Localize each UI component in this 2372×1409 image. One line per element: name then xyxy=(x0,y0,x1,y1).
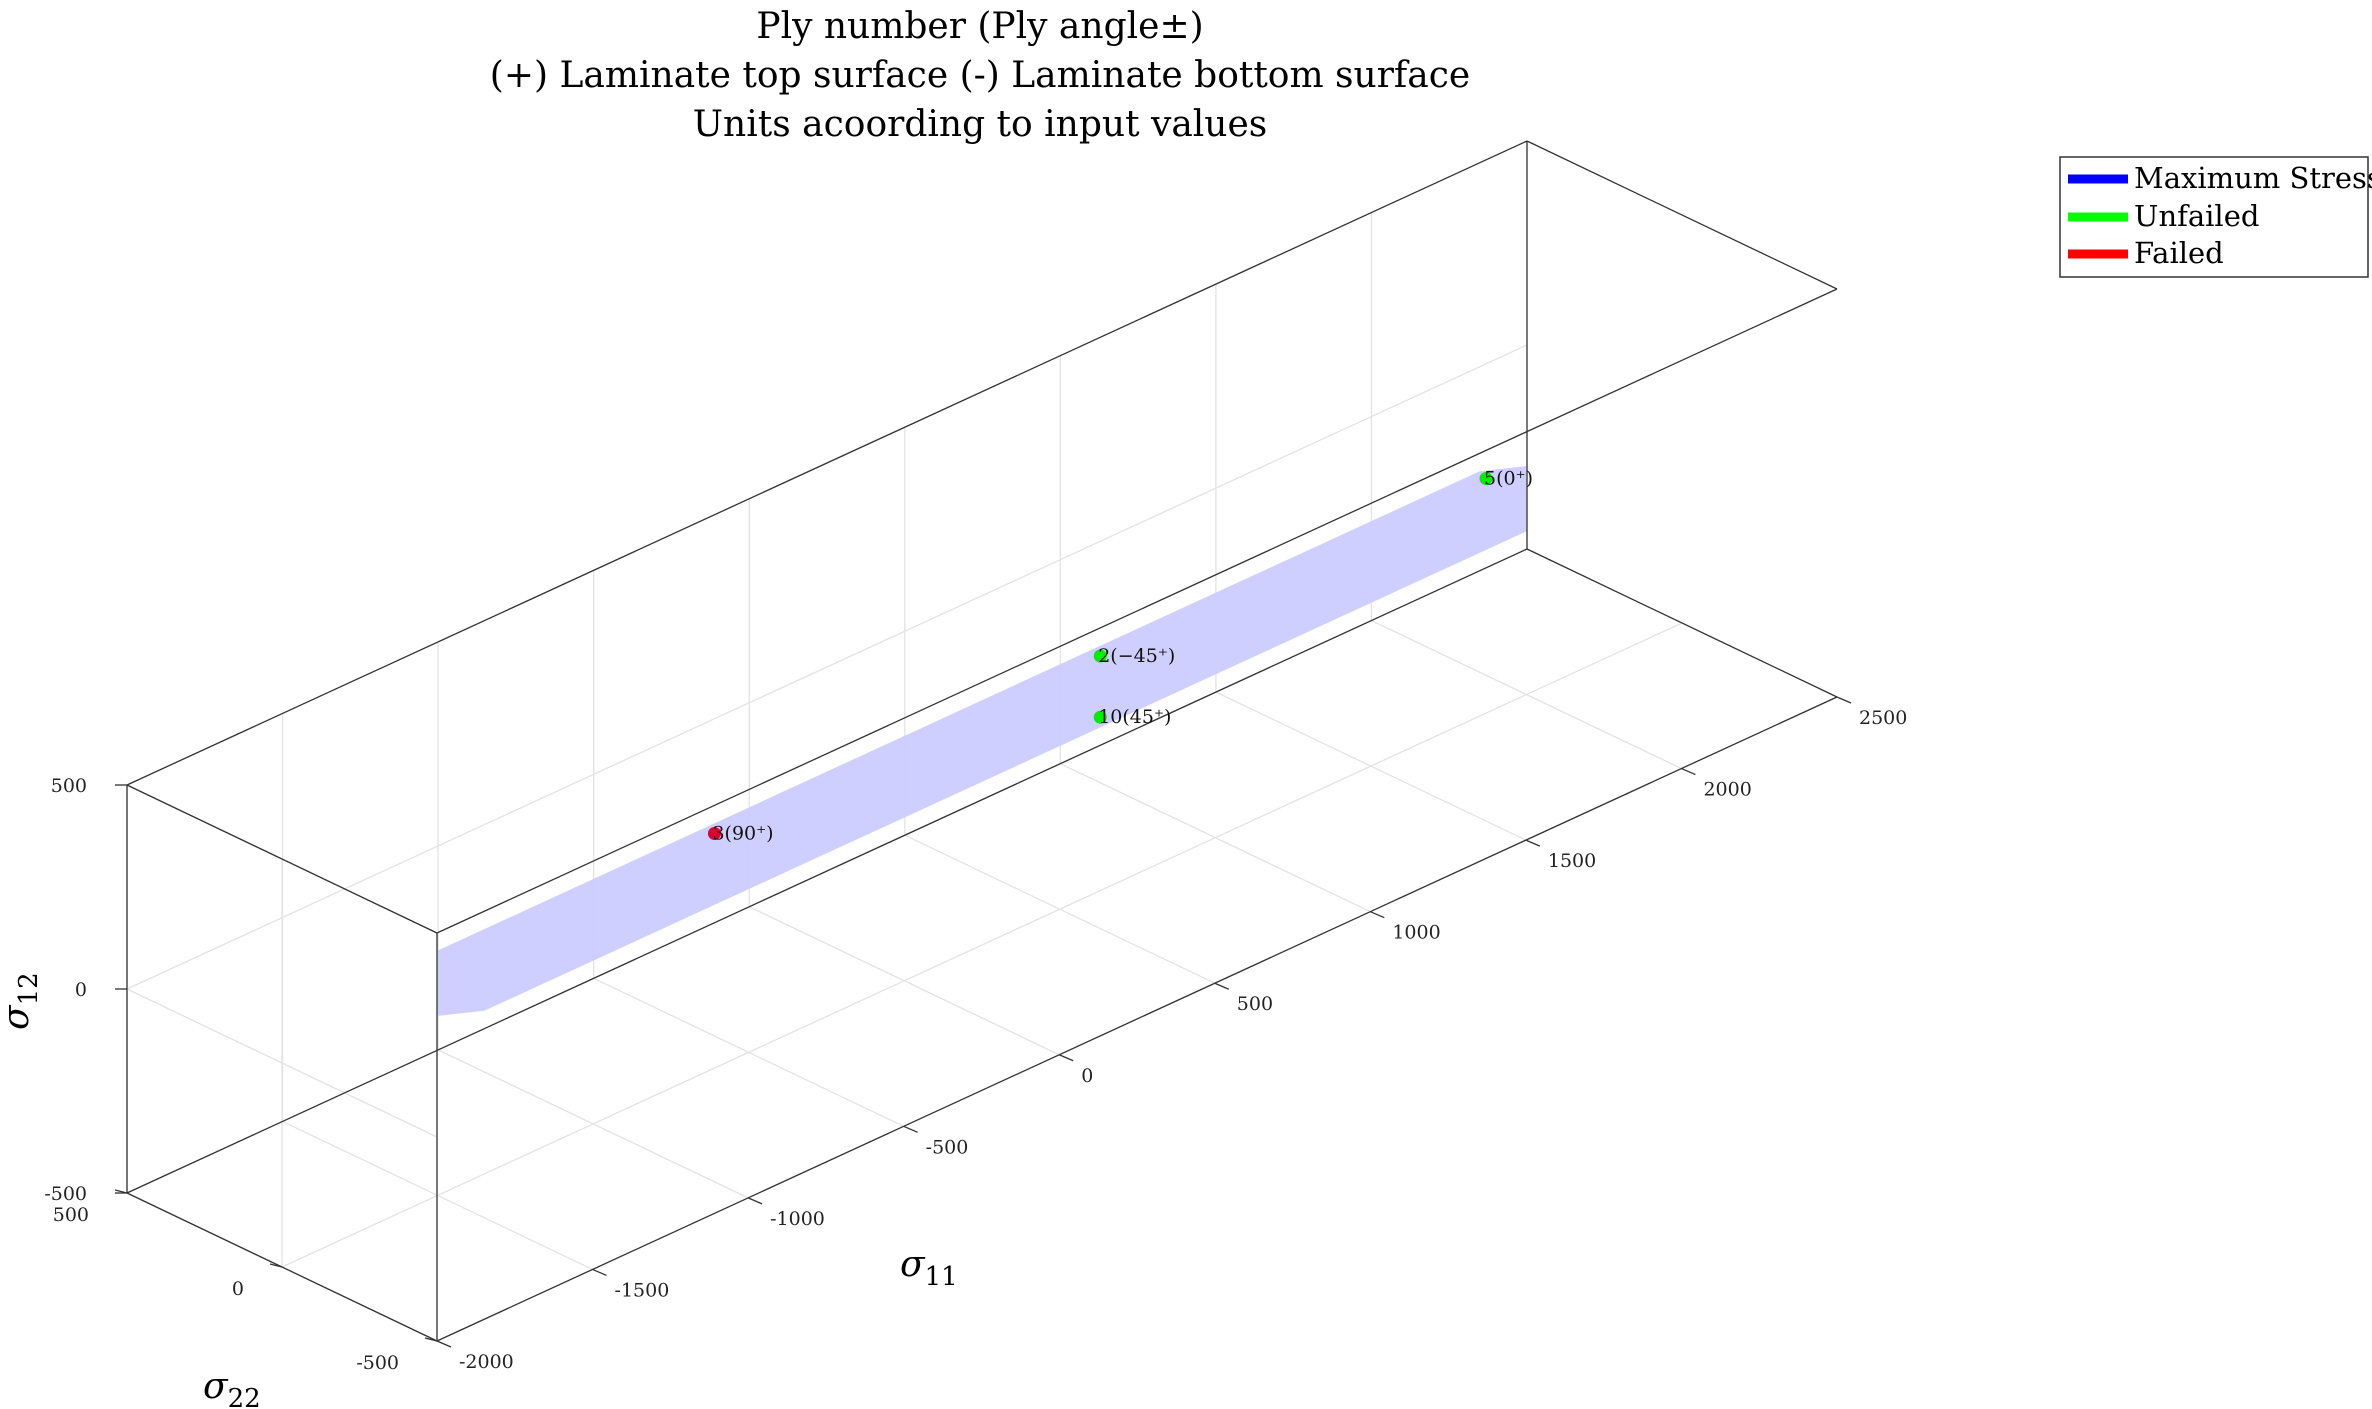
z-tick-label: 500 xyxy=(51,775,87,797)
x-tick-label: -2000 xyxy=(459,1351,514,1373)
gridline-z-back xyxy=(126,344,1528,990)
data-point-label: 5(0⁺) xyxy=(1484,468,1533,490)
legend-label-failed: Failed xyxy=(2134,236,2224,270)
x-tick-label: 0 xyxy=(1081,1065,1093,1087)
y-tick-label: 500 xyxy=(53,1204,89,1226)
failure-envelope-surface xyxy=(437,466,1527,1016)
z-tick-label: 0 xyxy=(75,979,87,1001)
legend-label-unfailed: Unfailed xyxy=(2134,199,2259,233)
title-line-3: Units acoording to input values xyxy=(693,104,1268,145)
data-point-failed xyxy=(707,826,721,840)
maximum-stress-envelope xyxy=(437,466,1527,1016)
x-tick-label: -1500 xyxy=(615,1279,670,1301)
x-tick-mark xyxy=(436,1340,452,1348)
x-tick-mark xyxy=(1214,982,1230,990)
z-tick-label: -500 xyxy=(44,1183,87,1205)
x-tick-mark xyxy=(903,1125,918,1133)
data-points: 3(90⁺) 2(−45⁺) 10(45⁺) 5(0⁺) xyxy=(707,468,1533,844)
x-tick-mark xyxy=(592,1268,607,1277)
x-tick-mark xyxy=(1370,911,1385,919)
title-line-2: (+) Laminate top surface (-) Laminate bo… xyxy=(490,55,1470,96)
x-tick-label: 2000 xyxy=(1703,779,1751,801)
tick-labels: -2000 -1500 -1000 -500 0 500 1000 1500 2000 2500 -… xyxy=(44,696,1907,1374)
x-tick-label: -1000 xyxy=(770,1208,825,1230)
y-tick-mark xyxy=(269,1263,283,1268)
legend[interactable]: Maximum Stress Unfailed Failed xyxy=(2059,156,2372,278)
axis-labels: σ11 σ22 σ12 xyxy=(0,972,958,1409)
x-tick-label: 2500 xyxy=(1859,707,1907,729)
x-tick-mark xyxy=(1681,767,1696,776)
axis-edge xyxy=(126,140,1528,786)
x-axis-label: σ11 xyxy=(900,1244,958,1292)
axis-edge xyxy=(1526,548,1838,698)
axis-edge xyxy=(1526,140,1838,290)
x-tick-label: 500 xyxy=(1237,993,1273,1015)
data-point-unfailed xyxy=(1479,472,1493,486)
chart-title: Ply number (Ply angle±) (+) Laminate top… xyxy=(490,6,1470,145)
axis-edge xyxy=(436,288,1838,934)
title-line-1: Ply number (Ply angle±) xyxy=(756,6,1203,47)
gridline-y-floor xyxy=(281,622,1683,1268)
z-axis-label: σ12 xyxy=(0,972,44,1030)
x-tick-label: 1500 xyxy=(1548,850,1596,872)
x-tick-label: -500 xyxy=(926,1136,969,1158)
y-axis-label: σ22 xyxy=(203,1366,261,1409)
data-point-unfailed xyxy=(1093,649,1107,663)
gridline-z-side xyxy=(126,988,438,1138)
data-point-label: 10(45⁺) xyxy=(1098,706,1171,728)
data-point-label: 3(90⁺) xyxy=(712,822,773,844)
x-tick-mark xyxy=(1058,1054,1074,1062)
data-point-unfailed xyxy=(1093,710,1107,724)
y-tick-label: -500 xyxy=(356,1352,399,1374)
y-tick-label: 0 xyxy=(232,1278,244,1300)
axis-edge xyxy=(436,696,1838,1342)
x-tick-mark xyxy=(1836,696,1852,704)
data-point-label: 2(−45⁺) xyxy=(1098,645,1175,667)
x-tick-mark xyxy=(1525,839,1541,847)
y-tick-mark xyxy=(424,1337,438,1342)
legend-label-maximum-stress: Maximum Stress xyxy=(2134,161,2372,195)
x-tick-label: 1000 xyxy=(1392,922,1440,944)
axis-edge xyxy=(126,784,438,934)
axis-edge xyxy=(126,548,1528,1194)
x-tick-mark xyxy=(747,1197,763,1205)
